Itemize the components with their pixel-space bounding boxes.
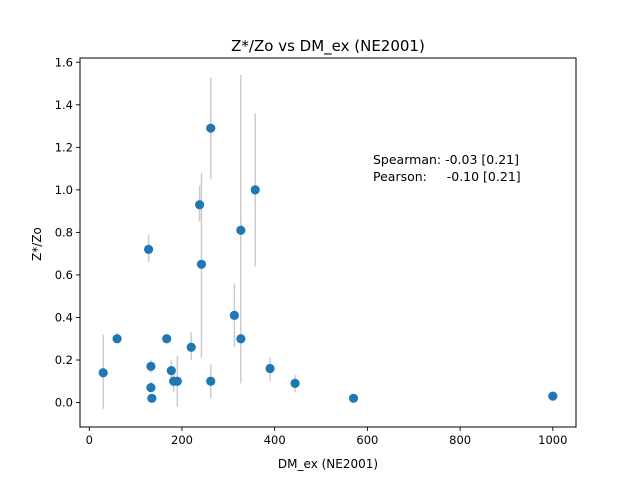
- data-point-7: [166, 366, 176, 376]
- data-point-18: [250, 185, 260, 195]
- data-point-22: [548, 391, 558, 401]
- data-point-15: [229, 310, 239, 320]
- data-point-21: [348, 393, 359, 403]
- data-point-12: [196, 259, 207, 269]
- data-point-10: [186, 342, 196, 352]
- data-point-19: [265, 363, 275, 374]
- y-tick-label-3: 0.6: [55, 268, 73, 282]
- data-point-5: [147, 393, 157, 403]
- data-point-11: [194, 200, 205, 210]
- y-tick-label-8: 1.6: [55, 55, 73, 69]
- data-point-0: [98, 368, 108, 378]
- data-point-20: [290, 378, 300, 389]
- annotation-pearson: Pearson: -0.10 [0.21]: [373, 169, 521, 184]
- data-point-9: [172, 376, 182, 386]
- data-point-16: [236, 225, 246, 235]
- axes-frame: [79, 57, 577, 428]
- x-tick-label-4: 800: [449, 433, 471, 447]
- data-point-2: [144, 244, 154, 255]
- data-point-4: [146, 383, 156, 393]
- y-tick-label-2: 0.4: [55, 310, 73, 324]
- y-tick-label-6: 1.2: [55, 140, 73, 154]
- y-tick-label-0: 0.0: [55, 396, 73, 410]
- data-point-14: [206, 376, 216, 386]
- data-point-3: [146, 361, 156, 371]
- y-tick-label-1: 0.2: [55, 353, 73, 367]
- chart-title: Z*/Zo vs DM_ex (NE2001): [231, 37, 425, 56]
- data-point-17: [236, 334, 246, 344]
- x-tick-label-2: 400: [264, 433, 286, 447]
- x-tick-label-5: 1000: [538, 433, 567, 447]
- y-axis-label: Z*/Zo: [30, 227, 44, 261]
- x-tick-label-3: 600: [356, 433, 378, 447]
- x-tick-label-1: 200: [171, 433, 193, 447]
- x-tick-label-0: 0: [86, 433, 93, 447]
- x-axis-label: DM_ex (NE2001): [278, 457, 378, 471]
- y-tick-label-5: 1.0: [55, 183, 73, 197]
- plot-area: 0 200 400 600 800 1000 0.0 0.2 0.4 0.6 0.8 1.0 1.2 1.…: [55, 55, 577, 447]
- data-point-13: [206, 123, 216, 133]
- data-point-6: [162, 334, 172, 344]
- y-tick-label-7: 1.4: [55, 98, 73, 112]
- data-point-1: [112, 334, 122, 344]
- y-tick-label-4: 0.8: [55, 225, 73, 239]
- annotation-spearman: Spearman: -0.03 [0.21]: [373, 152, 519, 167]
